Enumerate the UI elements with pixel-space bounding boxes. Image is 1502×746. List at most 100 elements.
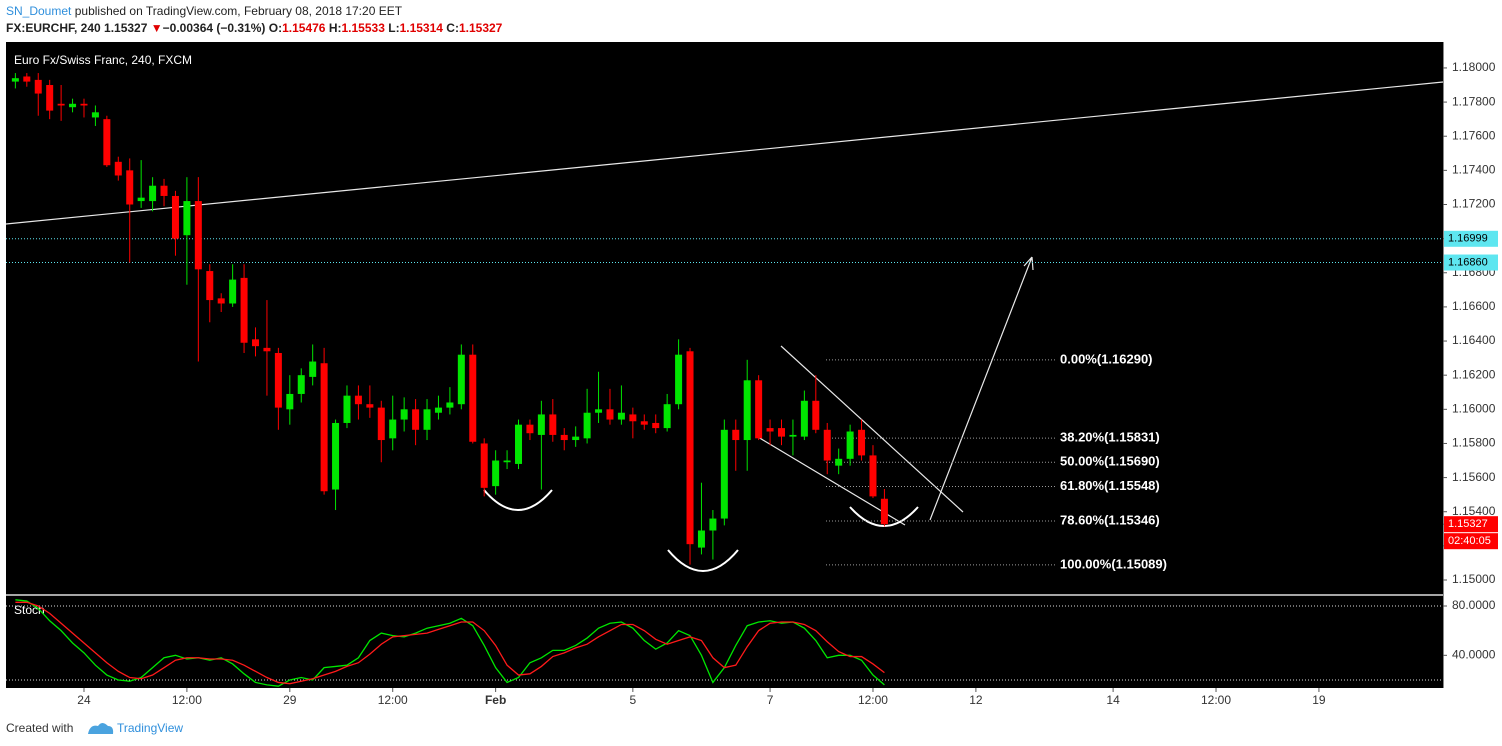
candle-body [858,429,866,456]
price-badge [1444,254,1498,271]
y-tick-label: 1.16000 [1452,401,1496,415]
head-arc [667,549,739,572]
low: 1.15314 [399,21,443,35]
candle-body [69,103,77,108]
y-tick-label: 40.0000 [1452,647,1496,661]
candle-body [640,421,648,425]
o-label: O: [268,21,283,35]
y-tick-label: 1.16600 [1452,299,1496,313]
candle-body [274,352,282,408]
l-label: L: [388,21,400,35]
price-badge-label: 02:40:05 [1448,535,1491,547]
x-tick-label: 19 [1312,693,1326,707]
y-tick-label: 1.15600 [1452,470,1496,484]
y-tick-label: 1.15800 [1452,436,1496,450]
brand-logo [88,723,114,734]
x-tick-label: 12 [969,693,983,707]
header: SN_Doumet published on TradingView.com, … [6,3,502,37]
candle-body [286,393,294,410]
candle-body [537,414,545,435]
candle-body [389,419,397,439]
candle-body [171,195,179,239]
candle-body [629,414,637,422]
candle-body [812,400,820,430]
price-badge [1444,230,1498,247]
stoch-line [15,601,885,685]
candle-body [354,395,362,405]
candle-body [835,458,843,466]
candle-body [778,428,786,437]
candle-body [343,395,351,423]
author: SN_Doumet [6,4,72,18]
candle-body [686,351,694,545]
y-tick-label: 1.17200 [1452,197,1496,211]
candle-body [823,429,831,461]
header-line-1: SN_Doumet published on TradingView.com, … [6,3,502,20]
y-tick-label: 1.18000 [1452,60,1496,74]
y-tick-label: 1.16400 [1452,333,1496,347]
candle-body [217,298,225,304]
x-tick-label: Feb [485,693,506,707]
trend-line [5,81,1444,225]
candle-body [309,361,317,377]
candle-body [560,434,568,441]
candle-body [252,339,260,347]
candle-body [789,434,797,437]
x-tick-label: 12:00 [858,693,888,707]
candle-body [755,380,763,439]
x-tick-label: 12:00 [1201,693,1231,707]
candle-body [126,170,134,205]
h-label: H: [328,21,342,35]
last: 1.15327 [104,21,148,35]
candle-body [732,429,740,441]
candle-body [652,422,660,429]
x-tick-label: 12:00 [172,693,202,707]
price-badge [1444,533,1498,550]
candle-body [114,161,122,176]
candle-body [617,412,625,420]
candle-body [46,85,54,111]
x-tick-label: 7 [767,693,774,707]
candle-body [606,409,614,420]
high: 1.15533 [341,21,385,35]
y-tick-label: 1.15400 [1452,504,1496,518]
candle-body [446,402,454,408]
projection-arrow [929,256,1034,521]
candle-body [34,79,42,94]
y-tick-label: 1.16200 [1452,367,1496,381]
y-tick-label: 1.17600 [1452,128,1496,142]
candle-body [846,431,854,459]
open: 1.15476 [282,21,326,35]
candle-body [412,409,420,430]
fib-label: 78.60%(1.15346) [1060,512,1160,527]
symbol: FX:EURCHF, 240 [6,21,101,35]
price-badge-label: 1.16999 [1448,233,1488,245]
candle-body [149,185,157,202]
candle-body [103,119,111,166]
candle-body [377,407,385,441]
candle-body [709,518,717,531]
candle-body [240,277,248,343]
y-tick-label: 1.15000 [1452,572,1496,586]
candle-body [160,185,168,196]
candle-body [434,407,442,413]
candle-body [263,347,271,352]
price-badge [1444,516,1498,533]
candle-body [469,354,477,442]
candle-body [869,455,877,497]
candle-body [595,409,603,413]
candle-body [480,443,488,488]
x-tick-label: 24 [77,693,91,707]
candle-body [526,424,534,434]
candle-body [23,76,31,82]
fib-label: 0.00%(1.16290) [1060,351,1153,366]
published: published on TradingView.com, February 0… [74,4,403,18]
candle-body [194,201,202,270]
c-label: C: [446,21,459,35]
candle-body [80,103,88,106]
shoulder-arc [483,489,553,511]
candle-body [332,422,340,490]
candle-body [137,197,145,202]
candle-body [297,375,305,394]
